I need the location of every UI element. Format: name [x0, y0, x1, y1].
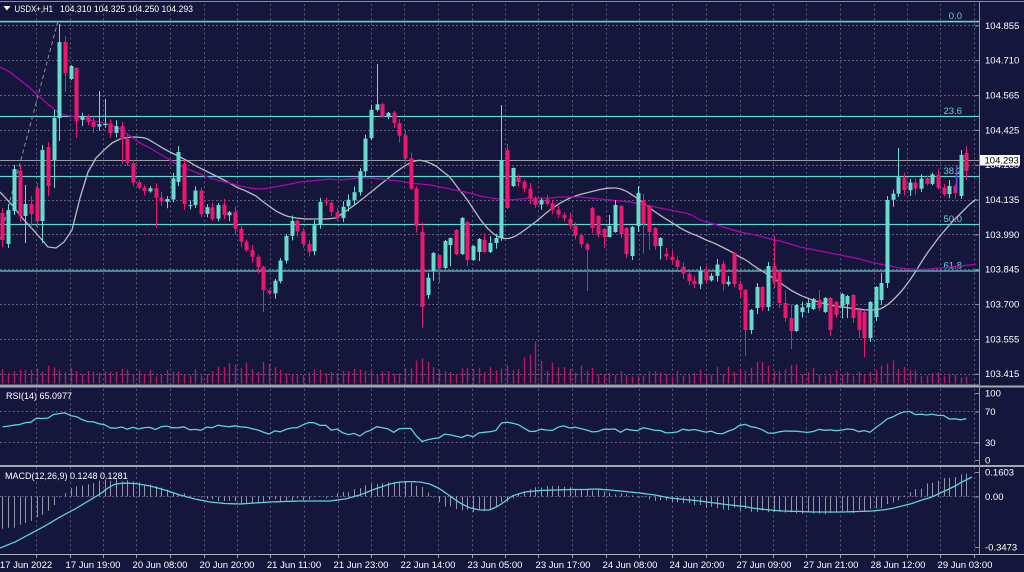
svg-text:20 Jun 20:00: 20 Jun 20:00 [200, 560, 255, 571]
svg-text:-0.3473: -0.3473 [985, 542, 1017, 553]
svg-text:0.0: 0.0 [949, 11, 962, 22]
svg-text:104.855: 104.855 [985, 21, 1019, 32]
svg-text:104.565: 104.565 [985, 91, 1019, 102]
svg-text:100: 100 [985, 388, 1001, 399]
svg-text:21 Jun 11:00: 21 Jun 11:00 [267, 560, 321, 571]
svg-text:0.1603: 0.1603 [985, 467, 1014, 478]
svg-text:24 Jun 20:00: 24 Jun 20:00 [670, 560, 725, 571]
svg-text:17 Jun 19:00: 17 Jun 19:00 [66, 560, 121, 571]
svg-text:23.6: 23.6 [944, 106, 963, 117]
svg-text:104.293: 104.293 [985, 156, 1019, 167]
svg-text:103.990: 103.990 [985, 230, 1019, 241]
svg-text:103.555: 103.555 [985, 334, 1019, 345]
svg-text:0.00: 0.00 [985, 492, 1004, 503]
svg-text:104.310 104.325 104.250 104.29: 104.310 104.325 104.250 104.293 [60, 4, 193, 15]
svg-text:RSI(14) 65.0977: RSI(14) 65.0977 [6, 391, 72, 401]
svg-text:30: 30 [985, 438, 996, 449]
svg-text:28 Jun 12:00: 28 Jun 12:00 [871, 560, 926, 571]
svg-text:103.700: 103.700 [985, 300, 1019, 311]
svg-text:21 Jun 23:00: 21 Jun 23:00 [334, 560, 389, 571]
svg-text:103.415: 103.415 [985, 369, 1019, 380]
svg-text:27 Jun 09:00: 27 Jun 09:00 [737, 560, 792, 571]
svg-text:29 Jun 03:00: 29 Jun 03:00 [938, 560, 993, 571]
svg-text:MACD(12,26,9) 0.1248 0.1281: MACD(12,26,9) 0.1248 0.1281 [5, 471, 128, 481]
svg-text:61.8: 61.8 [944, 261, 963, 272]
svg-text:38.2: 38.2 [944, 166, 963, 177]
svg-text:104.425: 104.425 [985, 125, 1019, 136]
svg-text:USDX+,H1: USDX+,H1 [15, 4, 54, 15]
svg-text:17 Jun 2022: 17 Jun 2022 [0, 560, 52, 571]
svg-text:23 Jun 17:00: 23 Jun 17:00 [536, 560, 591, 571]
svg-text:0: 0 [985, 455, 990, 466]
svg-text:103.845: 103.845 [985, 265, 1019, 276]
svg-text:104.280: 104.280 [985, 160, 1019, 171]
svg-text:70: 70 [985, 407, 996, 418]
svg-text:104.710: 104.710 [985, 56, 1019, 67]
svg-text:22 Jun 14:00: 22 Jun 14:00 [401, 560, 456, 571]
svg-text:104.135: 104.135 [985, 195, 1019, 206]
svg-text:50.0: 50.0 [944, 214, 963, 225]
svg-text:24 Jun 08:00: 24 Jun 08:00 [603, 560, 658, 571]
svg-text:23 Jun 05:00: 23 Jun 05:00 [468, 560, 523, 571]
svg-text:27 Jun 21:00: 27 Jun 21:00 [804, 560, 859, 571]
svg-text:20 Jun 08:00: 20 Jun 08:00 [133, 560, 188, 571]
